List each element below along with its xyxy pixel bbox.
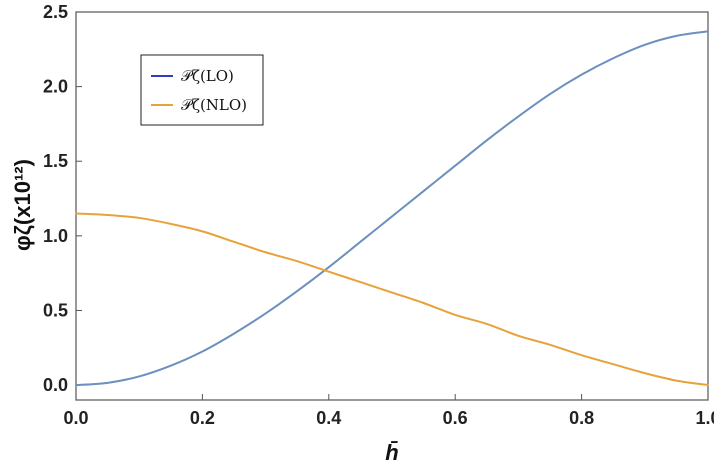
y-axis-title: φζ(x10¹²) <box>10 159 35 251</box>
legend-label-nlo: 𝒫ζ(NLO) <box>181 96 247 114</box>
x-axis-title: h̄ <box>385 440 398 465</box>
series-line-lo <box>75 30 709 387</box>
x-tick-label: 0.6 <box>443 408 468 428</box>
x-tick-label: 0.2 <box>190 408 215 428</box>
x-tick-label: 1.0 <box>695 408 714 428</box>
legend: 𝒫ζ(LO) 𝒫ζ(NLO) <box>140 54 264 126</box>
series-line-nlo <box>75 212 709 387</box>
y-tick-label: 0.0 <box>43 375 68 395</box>
y-tick-label: 1.5 <box>43 151 68 171</box>
x-tick-label: 0.4 <box>316 408 341 428</box>
x-tick-label: 0.0 <box>63 408 88 428</box>
y-tick-label: 0.5 <box>43 300 68 320</box>
x-axis: 0.0 0.2 0.4 0.6 0.8 1.0 <box>63 394 714 428</box>
legend-label-lo: 𝒫ζ(LO) <box>181 67 234 85</box>
series-layer <box>75 30 709 387</box>
plot-frame <box>75 11 709 401</box>
y-axis: 0.0 0.5 1.0 1.5 2.0 2.5 <box>43 2 82 395</box>
legend-box <box>140 54 264 126</box>
y-tick-label: 2.0 <box>43 77 68 97</box>
x-tick-label: 0.8 <box>569 408 594 428</box>
y-tick-label: 1.0 <box>43 226 68 246</box>
y-tick-label: 2.5 <box>43 2 68 22</box>
